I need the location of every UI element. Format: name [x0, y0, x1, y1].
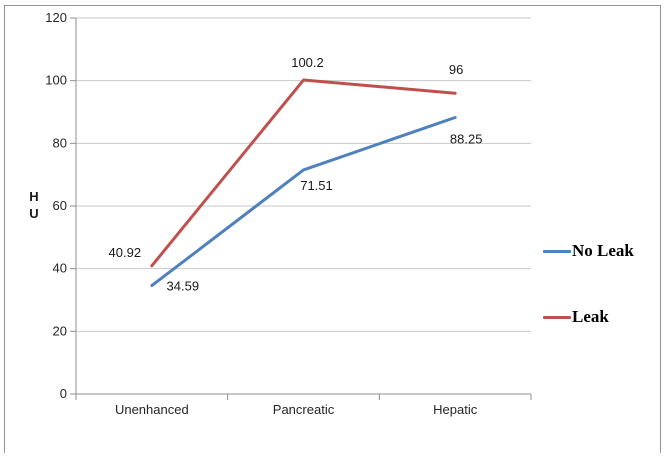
data-label-no-leak-hepatic: 88.25	[450, 131, 483, 146]
legend-line-sample-leak	[543, 315, 571, 319]
legend-label-leak: Leak	[572, 307, 609, 326]
y-tick-label-0: 0	[60, 386, 67, 401]
chart-border	[4, 5, 661, 453]
data-label-no-leak-pancreatic: 71.51	[300, 178, 333, 193]
data-label-leak-unenhanced: 40.92	[109, 245, 142, 260]
y-tick-label-60: 60	[53, 198, 67, 213]
series-line-no-leak	[150, 115, 457, 288]
y-tick-label-40: 40	[53, 261, 67, 276]
series-line-leak	[150, 78, 457, 268]
data-label-leak-pancreatic: 100.2	[291, 55, 324, 70]
y-axis-title-line-2: U	[29, 206, 39, 221]
x-category-label-hepatic: Hepatic	[433, 402, 478, 417]
data-label-leak-hepatic: 96	[449, 62, 463, 77]
y-axis-title: H U	[26, 188, 42, 222]
x-category-label-pancreatic: Pancreatic	[273, 402, 335, 417]
legend-line-sample-no-leak	[543, 249, 571, 253]
legend-entry-leak: Leak	[543, 306, 609, 328]
data-label-no-leak-unenhanced: 34.59	[167, 279, 200, 294]
y-axis-title-line-1: H	[29, 189, 39, 204]
y-tick-label-20: 20	[53, 323, 67, 338]
legend-entry-no-leak: No Leak	[543, 240, 634, 262]
y-tick-label-120: 120	[45, 10, 67, 25]
y-tick-label-100: 100	[45, 73, 67, 88]
x-category-label-unenhanced: Unenhanced	[115, 402, 189, 417]
y-tick-label-80: 80	[53, 135, 67, 150]
legend-label-no-leak: No Leak	[572, 241, 634, 260]
